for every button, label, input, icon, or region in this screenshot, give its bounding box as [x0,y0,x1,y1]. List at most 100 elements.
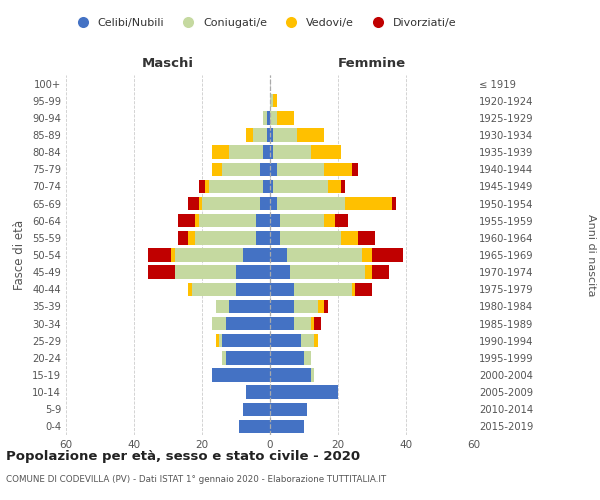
Bar [209,180,263,193]
Bar [266,111,270,124]
Bar [270,420,304,433]
Bar [215,300,229,313]
Bar [172,248,175,262]
Bar [314,317,321,330]
Bar [215,334,219,347]
Bar [226,317,270,330]
Bar [270,351,304,364]
Bar [236,282,270,296]
Bar [263,111,266,124]
Bar [270,266,290,279]
Bar [256,214,270,228]
Bar [341,180,345,193]
Bar [352,282,355,296]
Bar [199,197,202,210]
Bar [226,351,270,364]
Bar [205,180,209,193]
Bar [287,248,362,262]
Bar [270,162,277,176]
Bar [270,248,287,262]
Bar [294,317,311,330]
Text: Femmine: Femmine [338,57,406,70]
Bar [212,162,223,176]
Bar [270,300,294,313]
Bar [236,266,270,279]
Bar [311,146,341,159]
Bar [270,368,311,382]
Bar [304,351,311,364]
Bar [260,162,270,176]
Bar [243,248,270,262]
Bar [263,180,270,193]
Bar [229,146,263,159]
Bar [270,402,307,416]
Bar [263,146,270,159]
Bar [178,214,195,228]
Bar [188,282,192,296]
Bar [270,94,274,108]
Bar [148,266,175,279]
Bar [175,248,243,262]
Bar [297,128,325,141]
Bar [223,334,270,347]
Bar [246,128,253,141]
Bar [256,231,270,244]
Bar [229,300,270,313]
Bar [317,300,325,313]
Text: COMUNE DI CODEVILLA (PV) - Dati ISTAT 1° gennaio 2020 - Elaborazione TUTTITALIA.: COMUNE DI CODEVILLA (PV) - Dati ISTAT 1°… [6,475,386,484]
Bar [270,282,294,296]
Bar [290,266,365,279]
Bar [199,180,205,193]
Bar [352,162,358,176]
Bar [314,334,317,347]
Bar [188,231,195,244]
Bar [274,94,277,108]
Bar [212,146,229,159]
Bar [277,111,294,124]
Bar [260,197,270,210]
Legend: Celibi/Nubili, Coniugati/e, Vedovi/e, Divorziati/e: Celibi/Nubili, Coniugati/e, Vedovi/e, Di… [70,16,458,30]
Bar [328,180,341,193]
Bar [270,386,338,399]
Bar [246,386,270,399]
Bar [294,282,352,296]
Bar [270,334,301,347]
Bar [148,248,172,262]
Bar [212,368,270,382]
Bar [270,128,274,141]
Bar [270,111,277,124]
Bar [274,180,328,193]
Bar [270,214,280,228]
Bar [274,146,311,159]
Bar [270,231,280,244]
Bar [372,248,403,262]
Bar [341,231,358,244]
Bar [355,282,372,296]
Bar [345,197,392,210]
Bar [175,266,236,279]
Bar [223,162,260,176]
Bar [311,368,314,382]
Bar [223,351,226,364]
Bar [266,128,270,141]
Bar [358,231,376,244]
Bar [277,162,325,176]
Bar [280,214,325,228]
Bar [372,266,389,279]
Bar [212,317,226,330]
Bar [270,180,274,193]
Text: Anni di nascita: Anni di nascita [586,214,596,296]
Bar [195,231,256,244]
Bar [325,162,352,176]
Bar [199,214,256,228]
Bar [277,197,345,210]
Bar [392,197,396,210]
Bar [301,334,314,347]
Bar [239,420,270,433]
Bar [253,128,266,141]
Bar [270,317,294,330]
Bar [243,402,270,416]
Bar [195,214,199,228]
Bar [192,282,236,296]
Bar [325,300,328,313]
